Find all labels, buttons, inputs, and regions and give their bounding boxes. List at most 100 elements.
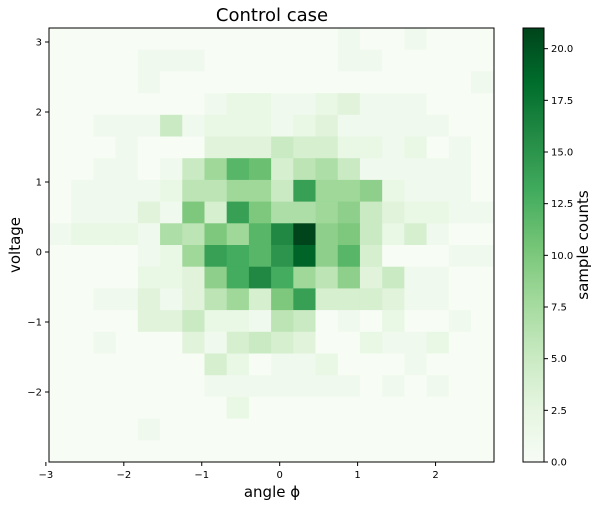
heatmap-cell [137,331,161,354]
heatmap-cell [315,28,339,51]
heatmap-cell [404,288,427,311]
heatmap-cell [404,375,427,398]
heatmap-cell [204,71,228,94]
heatmap-cell [315,201,339,224]
heatmap-cell [337,49,361,72]
heatmap-cell [448,158,472,181]
heatmap-cell [115,71,139,94]
heatmap-cell [293,114,316,137]
heatmap-cell [248,310,272,333]
heatmap-cell [226,49,250,72]
heatmap-cell [115,310,139,333]
heatmap-cell [160,266,183,289]
heatmap-cell [115,179,139,202]
heatmap-cell [115,223,139,246]
heatmap-cell [93,331,117,354]
heatmap-cell [359,375,383,398]
heatmap-cell [271,49,294,72]
heatmap-cell [115,28,139,51]
heatmap-cell [49,223,72,246]
heatmap-cell [426,201,450,224]
heatmap-cell [315,223,339,246]
heatmap-cell [471,288,495,311]
colorbar-tick-label: 10.0 [551,251,573,262]
heatmap-cell [248,288,272,311]
y-tick-label: 0 [36,248,42,259]
heatmap-cell [382,310,405,333]
heatmap-cell [359,223,383,246]
heatmap-cell [404,245,427,268]
heatmap-cell [115,201,139,224]
heatmap-cell [271,245,294,268]
heatmap-cell [404,136,427,159]
heatmap-cell [226,375,250,398]
heatmap-cell [137,266,161,289]
heatmap-cell [226,28,250,51]
heatmap-cell [271,71,294,94]
heatmap-cell [93,136,117,159]
colorbar-tick-label: 15.0 [551,148,573,159]
heatmap-cell [182,418,205,441]
heatmap-cell [204,418,228,441]
heatmap-cell [315,331,339,354]
heatmap-cell [448,223,472,246]
colorbar-tick-label: 17.5 [551,96,573,107]
heatmap-cell [71,245,94,268]
heatmap-cell [404,223,427,246]
heatmap-cell [315,396,339,419]
heatmap-cell [471,158,495,181]
heatmap-cell [182,288,205,311]
heatmap-cell [204,375,228,398]
heatmap-cell [404,49,427,72]
heatmap-cell [315,440,339,463]
heatmap-cell [404,158,427,181]
colorbar-tick-label: 12.5 [551,199,573,210]
heatmap-cell [359,396,383,419]
heatmap-cell [49,201,72,224]
heatmap-cell [71,418,94,441]
heatmap-cell [160,28,183,51]
heatmap-cell [315,93,339,116]
heatmap-cell [293,353,316,376]
heatmap-cell [71,440,94,463]
heatmap-cell [382,114,405,137]
heatmap-cell [93,158,117,181]
heatmap-cell [93,223,117,246]
heatmap-cell [204,93,228,116]
heatmap-cell [71,114,94,137]
heatmap-cell [293,310,316,333]
heatmap-cell [404,71,427,94]
colorbar-tick-label: 7.5 [551,303,567,314]
heatmap-cell [115,136,139,159]
heatmap-cell [404,331,427,354]
heatmap-cell [359,440,383,463]
heatmap-cell [226,114,250,137]
heatmap-cell [271,375,294,398]
colorbar-tick-label: 20.0 [551,44,573,55]
heatmap-cell [471,114,495,137]
heatmap-cell [382,375,405,398]
heatmap-cell [448,288,472,311]
heatmap-cell [182,440,205,463]
heatmap-cell [293,245,316,268]
heatmap-cell [293,375,316,398]
y-axis: −2 −1 0 1 2 3 [27,38,49,399]
heatmap-cell [160,49,183,72]
heatmap-cell [93,440,117,463]
heatmap-cell [448,245,472,268]
heatmap-cell [471,179,495,202]
heatmap-cell [382,331,405,354]
heatmap-cell [182,375,205,398]
heatmap-cell [337,136,361,159]
heatmap-cell [71,71,94,94]
colorbar-tick-label: 0.0 [551,458,567,469]
heatmap-cell [160,353,183,376]
heatmap-cell [248,223,272,246]
heatmap-cell [204,28,228,51]
heatmap-cell [49,353,72,376]
heatmap-cell [426,28,450,51]
heatmap-cell [404,93,427,116]
heatmap-cell [471,223,495,246]
heatmap-cell [471,440,495,463]
heatmap-cell [382,93,405,116]
